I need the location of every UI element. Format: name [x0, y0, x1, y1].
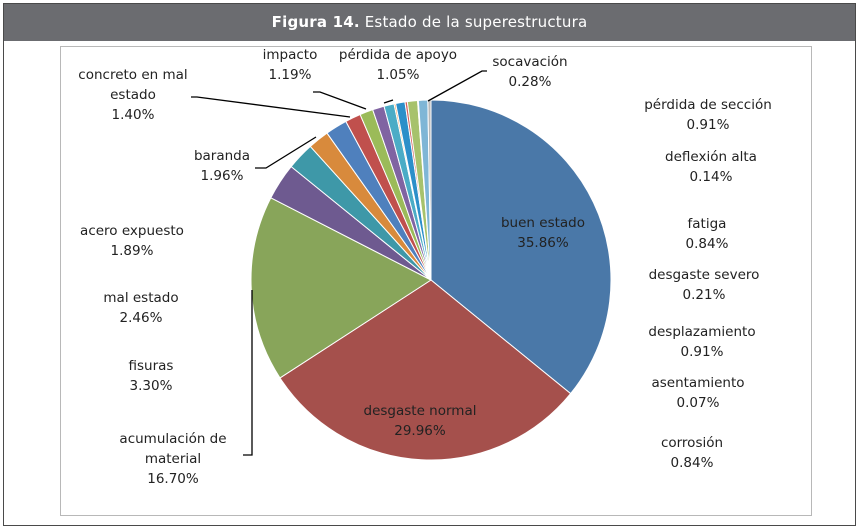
leader-line: [191, 96, 351, 118]
pie-slice-buen-estado: [430, 99, 612, 395]
data-label: acumulación de material 16.70%: [119, 431, 226, 487]
data-label: fatiga 0.84%: [686, 216, 729, 252]
pie-slice-acumulación-de-material: [250, 197, 432, 379]
data-label: desplazamiento 0.91%: [648, 324, 755, 360]
data-label: deflexión alta 0.14%: [665, 149, 757, 185]
data-label: baranda 1.96%: [194, 148, 250, 184]
data-label: pérdida de sección 0.91%: [644, 97, 772, 133]
data-label: asentamiento 0.07%: [651, 375, 744, 411]
data-label: impacto 1.19%: [263, 47, 318, 83]
figure-caption-label: Figura 14.: [271, 13, 360, 31]
data-label: fisuras 3.30%: [129, 358, 174, 394]
data-label: desgaste severo 0.21%: [649, 267, 760, 303]
pie-slice-desgaste-normal: [279, 279, 572, 461]
figure-caption-text: Estado de la superestructura: [364, 13, 588, 31]
data-label: concreto en mal estado 1.40%: [78, 67, 187, 123]
data-label: buen estado 35.86%: [501, 215, 585, 251]
data-label: acero expuesto 1.89%: [80, 223, 184, 259]
leader-line: [255, 136, 317, 169]
leader-line: [313, 91, 367, 110]
figure-caption: Figura 14. Estado de la superestructura: [4, 4, 855, 41]
leader-line: [383, 99, 394, 104]
leader-line: [243, 290, 253, 456]
data-label: desgaste normal 29.96%: [364, 403, 477, 439]
data-label: mal estado 2.46%: [103, 290, 178, 326]
leader-line: [427, 70, 487, 102]
data-label: socavación 0.28%: [492, 54, 567, 90]
data-label: corrosión 0.84%: [661, 435, 723, 471]
data-label: pérdida de apoyo 1.05%: [339, 47, 457, 83]
